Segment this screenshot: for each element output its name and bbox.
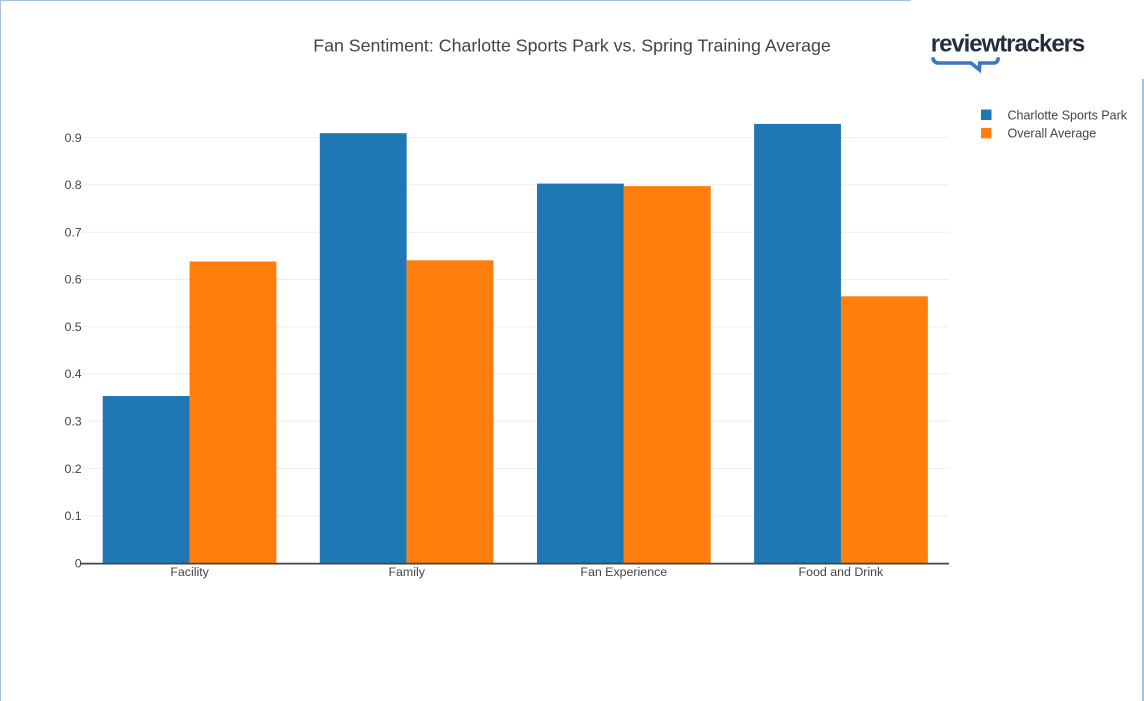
svg-text:0.7: 0.7 <box>64 226 81 240</box>
svg-text:0.8: 0.8 <box>64 178 81 192</box>
svg-text:Fan Experience: Fan Experience <box>580 565 667 579</box>
svg-text:0.3: 0.3 <box>64 415 81 429</box>
svg-text:Fan Sentiment: Charlotte Sport: Fan Sentiment: Charlotte Sports Park vs.… <box>313 35 831 55</box>
svg-text:Food and Drink: Food and Drink <box>799 565 885 579</box>
svg-text:Overall Average: Overall Average <box>1008 127 1097 141</box>
svg-text:Facility: Facility <box>170 565 209 579</box>
svg-text:0: 0 <box>75 556 82 570</box>
svg-text:Family: Family <box>388 565 425 579</box>
svg-text:reviewtrackers: reviewtrackers <box>931 31 1085 58</box>
svg-text:0.9: 0.9 <box>64 131 81 145</box>
svg-text:0.6: 0.6 <box>64 273 81 287</box>
svg-text:Charlotte Sports Park: Charlotte Sports Park <box>1008 108 1128 122</box>
svg-text:0.2: 0.2 <box>64 462 81 476</box>
svg-text:0.4: 0.4 <box>64 367 81 381</box>
svg-text:0.5: 0.5 <box>64 320 81 334</box>
svg-text:0.1: 0.1 <box>64 509 81 523</box>
